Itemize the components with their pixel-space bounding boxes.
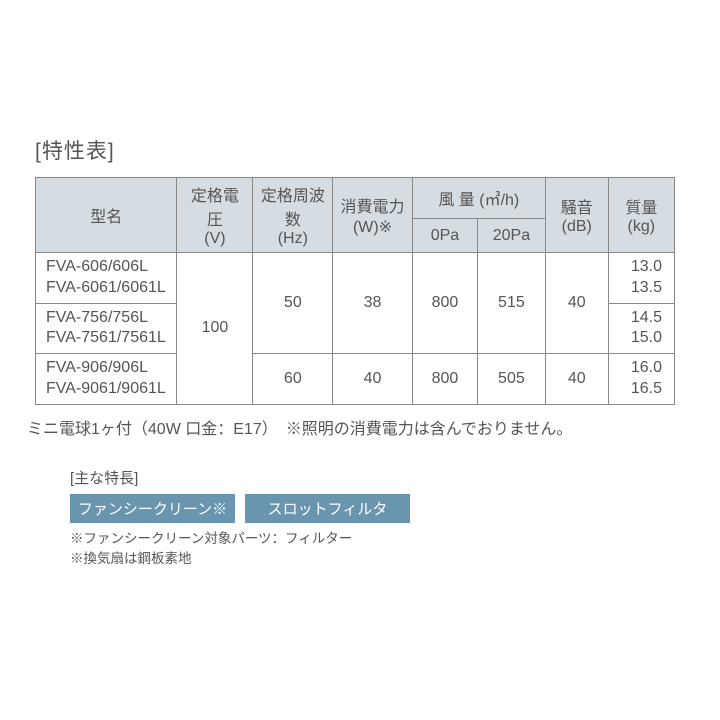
cell-mass: 14.5 15.0 [608, 303, 674, 354]
cell-noise: 40 [545, 354, 608, 405]
th-mass-label: 質量 [625, 200, 657, 217]
th-noise: 騒音 (dB) [545, 178, 608, 253]
footnote-1: ※ファンシークリーン対象パーツ：フィルター [70, 529, 685, 549]
feature-tags: ファンシークリーン※ スロットフィルタ [70, 494, 685, 523]
cell-air0: 800 [412, 253, 477, 354]
cell-power: 38 [333, 253, 413, 354]
cell-model: FVA-606/606L FVA-6061/6061L [36, 253, 177, 304]
tag-slot-filter: スロットフィルタ [245, 494, 410, 523]
mass-b: 15.0 [631, 329, 662, 346]
model-a: FVA-606/606L [46, 258, 148, 275]
th-mass-unit: (kg) [628, 218, 656, 235]
th-freq-unit: (Hz) [278, 230, 308, 247]
tag-fancy-clean: ファンシークリーン※ [70, 494, 235, 523]
model-b: FVA-6061/6061L [46, 279, 166, 296]
mass-b: 16.5 [631, 380, 662, 397]
th-airflow: 風 量 (㎥/h) [412, 178, 545, 219]
cell-model: FVA-756/756L FVA-7561/7561L [36, 303, 177, 354]
mass-a: 13.0 [631, 258, 662, 275]
mass-a: 14.5 [631, 309, 662, 326]
cell-power: 40 [333, 354, 413, 405]
mass-b: 13.5 [631, 279, 662, 296]
footnote-2: ※換気扇は鋼板素地 [70, 549, 685, 569]
cell-noise: 40 [545, 253, 608, 354]
table-row: FVA-906/906L FVA-9061/9061L 60 40 800 50… [36, 354, 675, 405]
features-section: [主な特長] ファンシークリーン※ スロットフィルタ ※ファンシークリーン対象パ… [70, 467, 685, 570]
cell-freq: 60 [253, 354, 333, 405]
cell-voltage: 100 [177, 253, 253, 405]
th-freq: 定格周波数 (Hz) [253, 178, 333, 253]
th-noise-label: 騒音 [561, 200, 593, 217]
th-power: 消費電力 (W)※ [333, 178, 413, 253]
th-power-label: 消費電力 [341, 199, 405, 216]
note-bulb: ミニ電球1ヶ付（40W 口金：E17） ※照明の消費電力は含んでおりません。 [27, 415, 685, 439]
th-noise-unit: (dB) [562, 218, 592, 235]
th-voltage-unit: (V) [204, 230, 225, 247]
th-voltage: 定格電圧 (V) [177, 178, 253, 253]
cell-mass: 13.0 13.5 [608, 253, 674, 304]
mass-a: 16.0 [631, 359, 662, 376]
features-title: [主な特長] [70, 467, 685, 488]
cell-air0: 800 [412, 354, 477, 405]
cell-air20: 505 [478, 354, 546, 405]
model-b: FVA-7561/7561L [46, 329, 166, 346]
cell-freq: 50 [253, 253, 333, 354]
table-title: [特性表] [35, 135, 685, 165]
th-mass: 質量 (kg) [608, 178, 674, 253]
model-b: FVA-9061/9061L [46, 380, 166, 397]
model-a: FVA-756/756L [46, 309, 148, 326]
table-row: FVA-606/606L FVA-6061/6061L 100 50 38 80… [36, 253, 675, 304]
cell-mass: 16.0 16.5 [608, 354, 674, 405]
th-model: 型名 [36, 178, 177, 253]
th-power-unit: (W)※ [353, 219, 392, 236]
model-a: FVA-906/906L [46, 359, 148, 376]
th-air0: 0Pa [412, 219, 477, 253]
th-freq-label: 定格周波数 [261, 188, 325, 229]
th-voltage-label: 定格電圧 [191, 188, 239, 229]
cell-air20: 515 [478, 253, 546, 354]
spec-table: 型名 定格電圧 (V) 定格周波数 (Hz) 消費電力 (W)※ 風 量 (㎥/… [35, 177, 675, 405]
th-air20: 20Pa [478, 219, 546, 253]
cell-model: FVA-906/906L FVA-9061/9061L [36, 354, 177, 405]
